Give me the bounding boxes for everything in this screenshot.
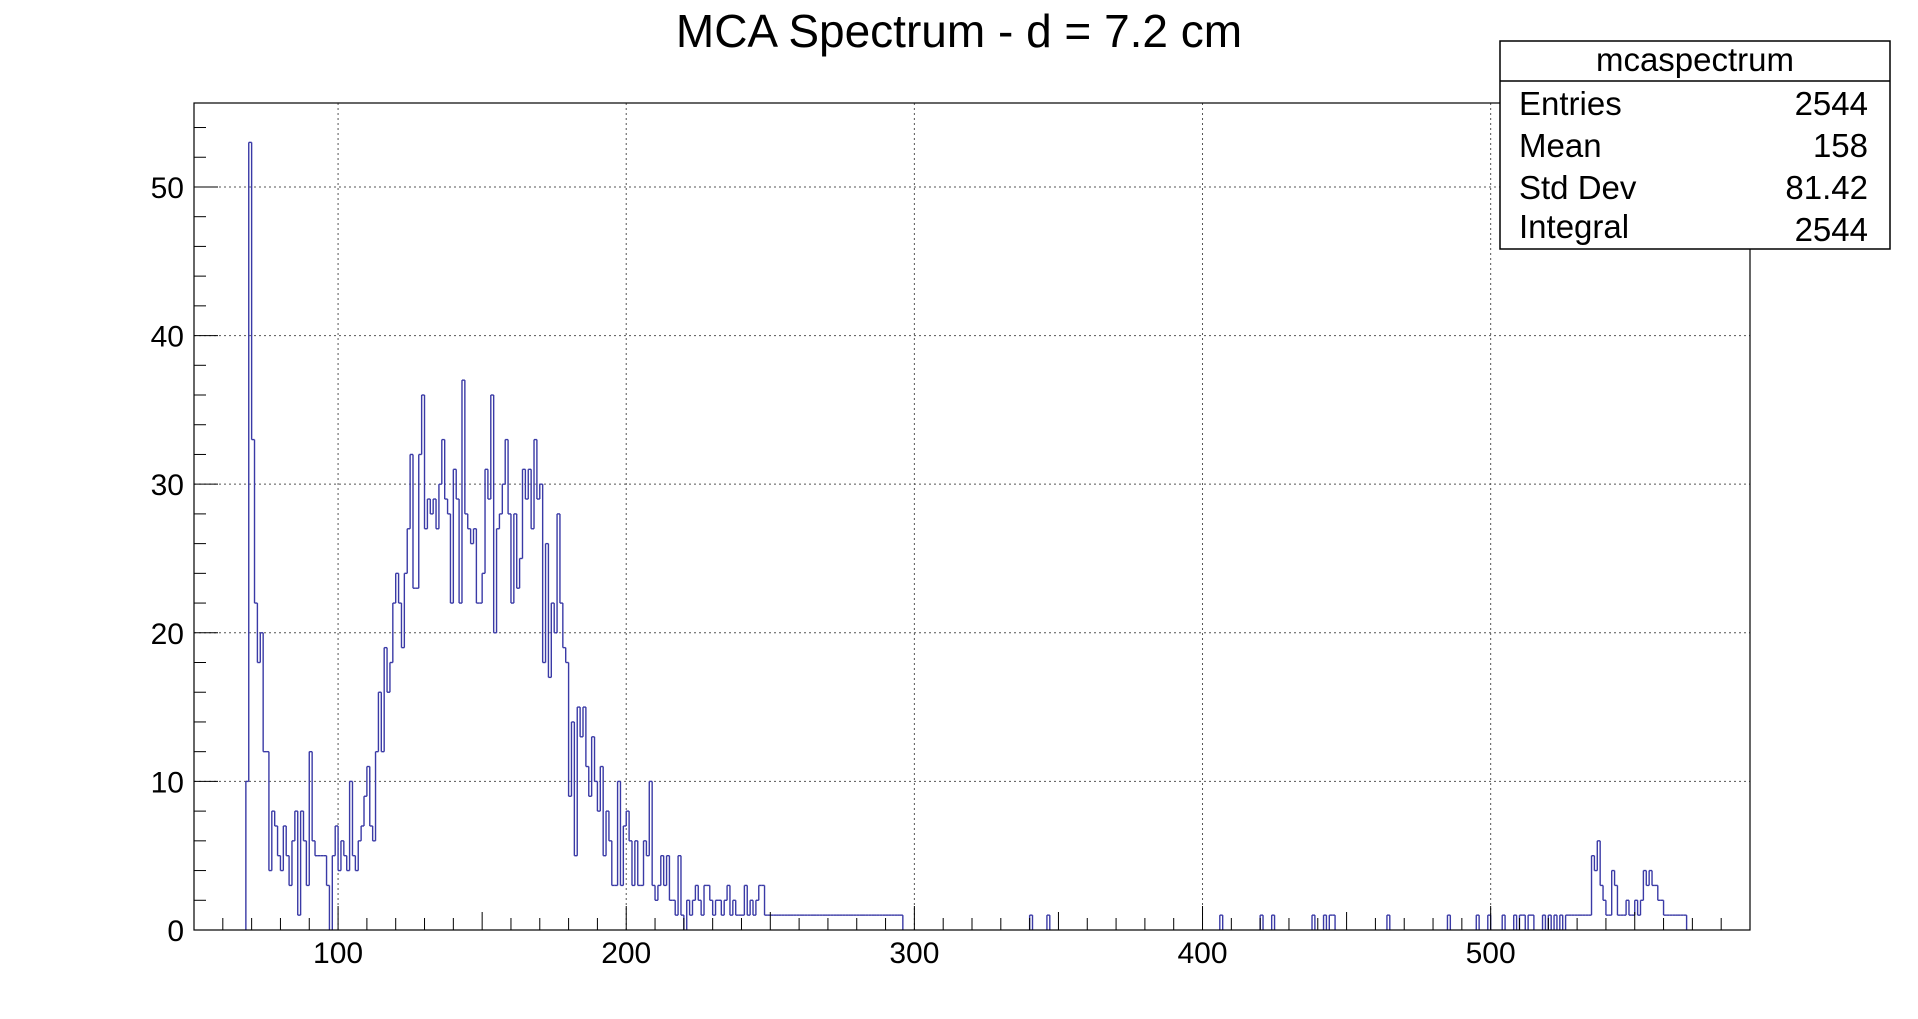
- stat-value-mean: 158: [1813, 127, 1868, 164]
- stat-label-integral: Integral: [1519, 208, 1629, 245]
- histogram-bars: [245, 141, 1688, 930]
- stat-value-std-dev: 81.42: [1785, 169, 1868, 206]
- y-tick-label: 40: [151, 321, 184, 354]
- x-tick-label: 400: [1177, 937, 1227, 970]
- stat-label-entries: Entries: [1519, 85, 1622, 122]
- x-tick-label: 500: [1466, 937, 1516, 970]
- stat-value-entries: 2544: [1795, 85, 1868, 122]
- chart-title: MCA Spectrum - d = 7.2 cm: [676, 5, 1242, 57]
- stats-box-frame: [1499, 40, 1891, 250]
- x-tick-label: 200: [601, 937, 651, 970]
- stat-value-integral: 2544: [1795, 211, 1868, 248]
- x-tick-label: 100: [313, 937, 363, 970]
- x-tick-label: 300: [889, 937, 939, 970]
- y-tick-label: 10: [151, 766, 184, 799]
- y-tick-label: 30: [151, 469, 184, 502]
- y-tick-label: 50: [151, 172, 184, 205]
- stat-label-std-dev: Std Dev: [1519, 169, 1637, 206]
- y-tick-label: 20: [151, 618, 184, 651]
- stat-label-mean: Mean: [1519, 127, 1602, 164]
- y-tick-label: 0: [167, 915, 184, 948]
- axes: 100 200 300 400 500 0 10 20 30 40 50: [151, 127, 1722, 970]
- stats-box-title: mcaspectrum: [1596, 41, 1794, 78]
- grid-lines: [194, 103, 1750, 930]
- stats-box: mcaspectrum Entries 2544 Mean 158 Std De…: [1499, 40, 1891, 250]
